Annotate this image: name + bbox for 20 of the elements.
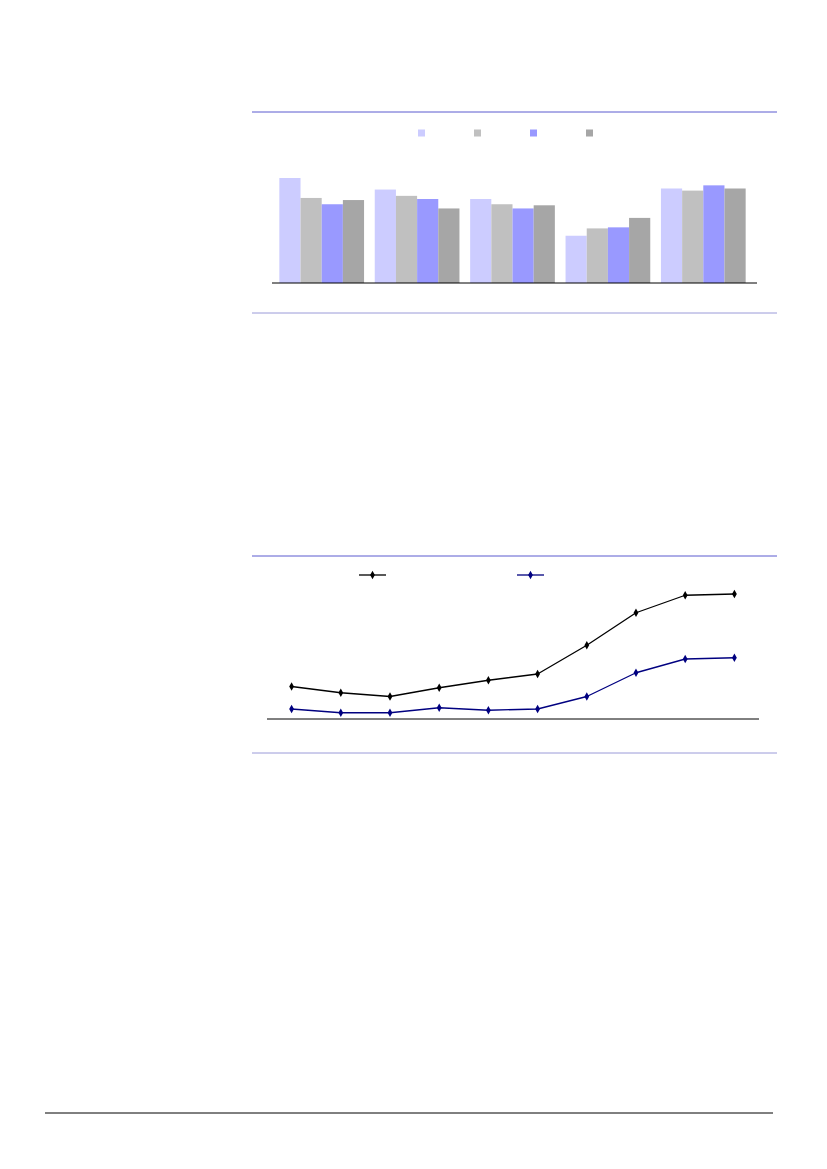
bar	[279, 178, 301, 283]
bar	[533, 205, 555, 283]
bar	[565, 235, 587, 283]
bar	[300, 197, 322, 283]
bar	[491, 204, 513, 283]
bar	[417, 199, 439, 283]
bar	[374, 189, 396, 283]
bar	[342, 200, 365, 283]
bar	[703, 185, 725, 283]
bar	[395, 195, 418, 283]
bar	[470, 199, 492, 283]
bar	[660, 188, 683, 283]
bar	[629, 217, 651, 283]
bar	[438, 208, 460, 283]
bar	[607, 227, 630, 283]
bar	[724, 188, 746, 283]
bar	[682, 190, 704, 283]
bar	[586, 228, 608, 283]
bar	[512, 208, 534, 283]
bar	[321, 204, 343, 283]
